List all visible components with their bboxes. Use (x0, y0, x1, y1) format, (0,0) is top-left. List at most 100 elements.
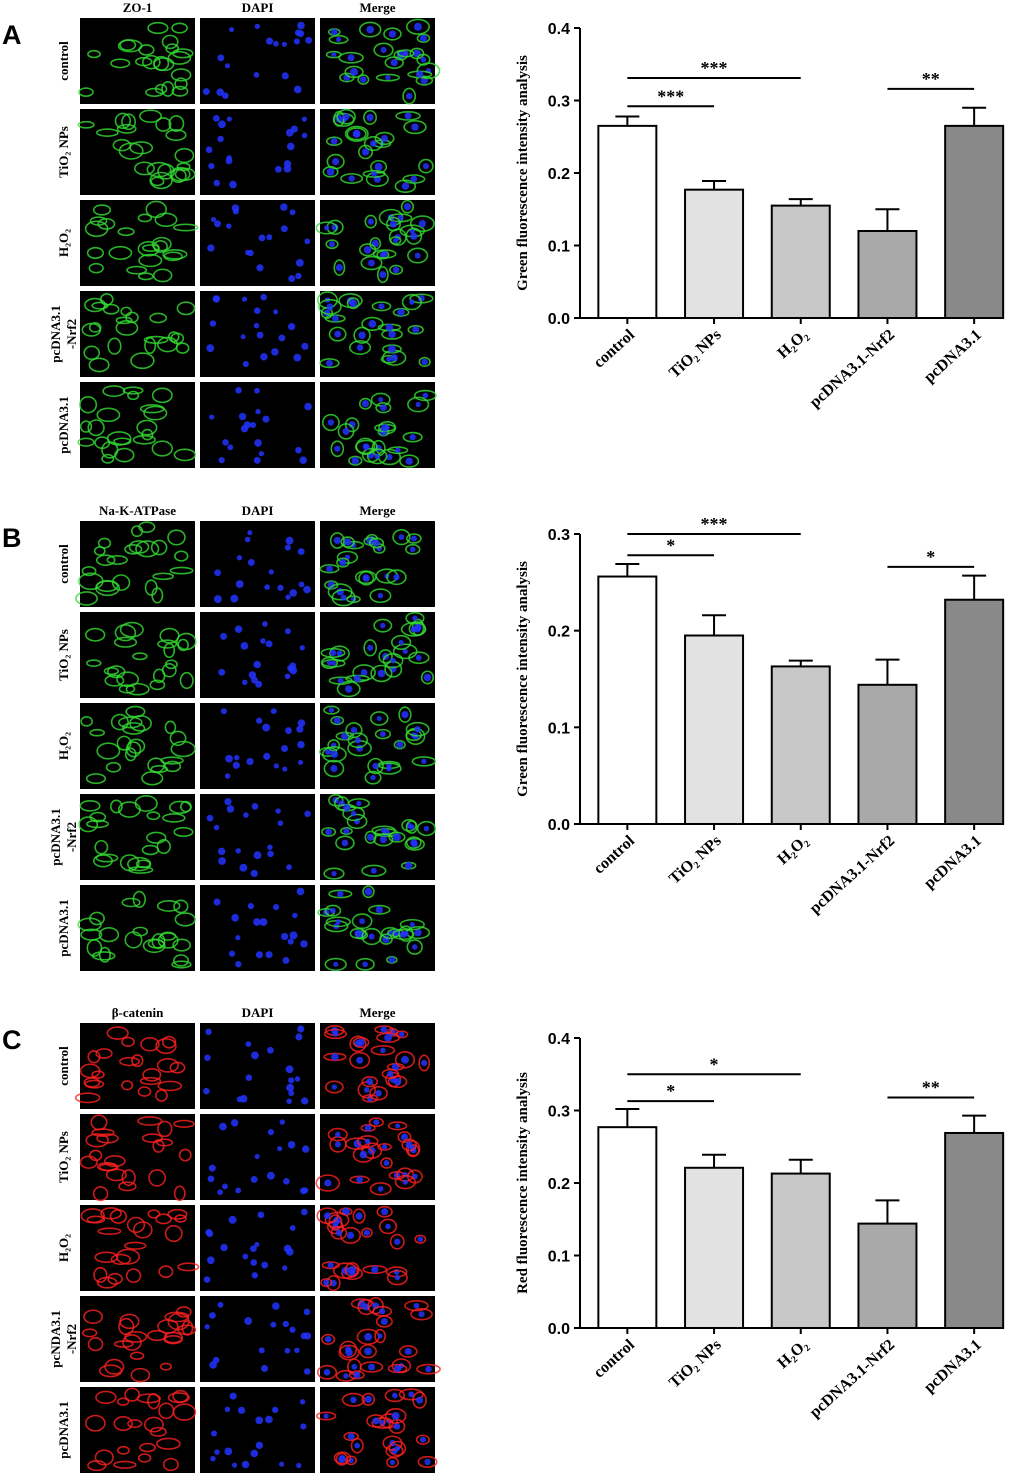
nucleus (357, 1038, 365, 1047)
nucleus (366, 1078, 374, 1086)
nucleus (255, 1441, 264, 1450)
cell (362, 1264, 388, 1275)
nucleus (364, 1138, 371, 1145)
nucleus (210, 216, 217, 222)
nucleus (203, 1276, 211, 1283)
nucleus (346, 1231, 355, 1239)
nucleus (243, 421, 251, 429)
cell (339, 1226, 362, 1244)
cell (173, 448, 197, 462)
cell (137, 213, 153, 223)
nucleus (334, 330, 342, 338)
cell (361, 927, 382, 946)
nucleus (286, 142, 295, 151)
cell (147, 1392, 161, 1410)
cell (172, 1389, 189, 1403)
nucleus (229, 27, 235, 33)
nucleus (380, 1047, 386, 1054)
error-bar (702, 179, 727, 190)
micrograph (200, 703, 315, 789)
cell (404, 837, 425, 851)
cell (116, 123, 137, 134)
nucleus (364, 1347, 372, 1356)
nucleus (355, 744, 364, 752)
cell (152, 668, 166, 684)
nucleus (375, 906, 383, 914)
error-bar (875, 658, 900, 685)
cell (97, 1227, 122, 1236)
cell (338, 51, 364, 64)
x-tick-label: H₂O₂ (774, 326, 811, 362)
nucleus (251, 1051, 259, 1060)
cell (349, 1035, 367, 1053)
y-tick-label: 0.3 (548, 527, 570, 544)
nucleus (355, 1212, 363, 1220)
nucleus (260, 1364, 269, 1372)
cell (397, 1131, 412, 1143)
cell (114, 623, 137, 642)
micrograph (80, 291, 196, 377)
cell (155, 1213, 172, 1225)
nucleus (348, 421, 356, 429)
cell (137, 1453, 152, 1463)
nucleus (255, 951, 264, 959)
cell (84, 627, 106, 642)
cell (121, 1036, 135, 1047)
cell (79, 420, 93, 433)
cell (169, 730, 187, 746)
nucleus (281, 72, 289, 80)
nucleus (393, 1077, 402, 1086)
cell (96, 1276, 118, 1289)
nucleus (356, 800, 362, 807)
nucleus (376, 715, 382, 721)
nucleus (295, 446, 302, 454)
cell (105, 761, 122, 773)
cell (365, 171, 389, 188)
cell (376, 266, 389, 284)
cell (324, 1080, 344, 1094)
cell (322, 166, 339, 178)
nucleus (401, 711, 409, 719)
cell (343, 1431, 360, 1442)
cell (124, 1330, 148, 1343)
cell (163, 760, 182, 773)
nucleus (385, 1223, 391, 1230)
nucleus (388, 30, 397, 38)
nucleus (304, 238, 311, 245)
nucleus (214, 569, 221, 577)
cell (140, 1037, 160, 1052)
y-tick-label: 0.1 (548, 1249, 570, 1266)
nucleus (362, 961, 368, 968)
nucleus (366, 833, 375, 841)
cell (155, 117, 172, 132)
cell (346, 297, 360, 310)
micrograph (200, 1114, 315, 1200)
cell (124, 544, 143, 555)
cell (168, 115, 185, 132)
nucleus (250, 421, 257, 428)
cell (373, 618, 393, 633)
bar (857, 230, 918, 319)
error-bar (788, 1158, 813, 1174)
nucleus (423, 825, 430, 832)
nucleus (329, 649, 337, 657)
cell (98, 927, 120, 943)
nucleus (387, 1070, 394, 1078)
y-tick-label: 0.3 (548, 1104, 570, 1121)
cell (394, 1051, 416, 1069)
nucleus (254, 23, 260, 30)
cell (110, 58, 131, 69)
cell (380, 1157, 393, 1169)
cell (106, 555, 128, 565)
nucleus (394, 1238, 401, 1245)
nucleus (366, 25, 375, 34)
cell (362, 169, 386, 178)
row-label: -Nrf2 (64, 1324, 79, 1354)
micrograph (78, 794, 195, 880)
nucleus (353, 1139, 362, 1148)
nucleus (358, 331, 366, 339)
nucleus (390, 58, 398, 67)
nucleus (226, 116, 232, 122)
micrograph (316, 1205, 435, 1292)
cell (344, 65, 364, 79)
